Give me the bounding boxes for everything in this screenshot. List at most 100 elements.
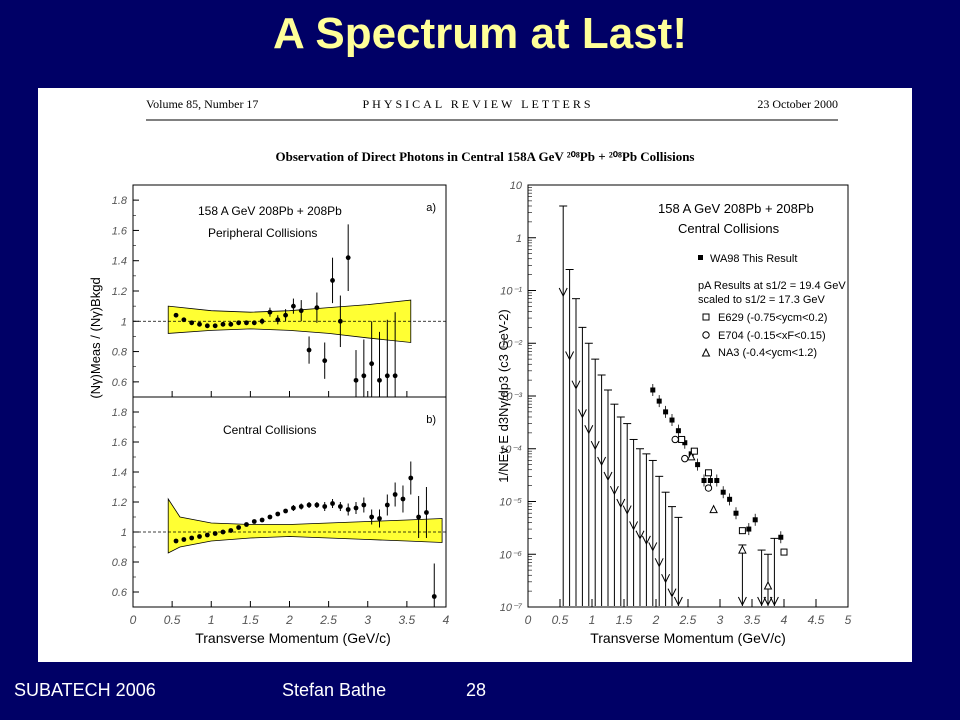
data-point (392, 373, 398, 379)
y-tick-label: 10⁻⁶ (499, 549, 522, 561)
wa98-point (663, 409, 669, 415)
data-point (212, 531, 218, 536)
legend-e704-marker (702, 331, 710, 339)
x-tick-label: 3 (364, 613, 371, 627)
x-tick-label: 1.5 (242, 613, 259, 627)
wa98-point (650, 387, 656, 393)
data-point (306, 347, 312, 353)
data-point (330, 278, 335, 283)
data-point (377, 377, 382, 383)
y-tick-label: 1 (121, 316, 127, 328)
y-tick-label: 1.4 (112, 256, 127, 268)
upper-limit-arrow (597, 456, 607, 467)
data-point (337, 318, 343, 324)
y-tick-label: 1.2 (112, 497, 127, 509)
footer-author: Stefan Bathe (282, 680, 387, 700)
upper-limit-arrow (571, 380, 581, 390)
upper-limit-arrow (584, 425, 594, 435)
y-tick-label: 10⁻⁷ (500, 602, 523, 614)
y-tick-label: 1.6 (112, 225, 128, 237)
data-point (337, 504, 343, 509)
footer-page: 28 (466, 680, 487, 700)
upper-limit-arrow (565, 351, 575, 361)
wa98-point (752, 517, 758, 523)
e704-point (704, 484, 713, 492)
paper-figure: Volume 85, Number 17 PHYSICAL REVIEW LET… (38, 88, 912, 662)
y-tick-label: 1 (516, 233, 522, 245)
wa98-point (778, 534, 784, 540)
data-point (353, 377, 359, 383)
y-tick-label: 1.4 (112, 467, 127, 479)
footer-conference: SUBATECH 2006 (14, 680, 156, 700)
wa98-point (720, 489, 726, 495)
wa98-point (701, 478, 707, 484)
x-tick-label: 4 (781, 613, 788, 627)
data-point (204, 323, 210, 329)
x-tick-label: 2 (652, 613, 660, 627)
upper-limit-arrow (648, 542, 658, 552)
collisions-label: Peripheral Collisions (208, 226, 317, 240)
panel-label: b) (426, 414, 436, 426)
upper-limit-arrow (616, 498, 626, 509)
wa98-point (656, 398, 662, 404)
x-tick-label: 2.5 (679, 613, 697, 627)
wa98-point (714, 478, 720, 484)
e629-point (690, 447, 698, 455)
data-point (369, 514, 375, 520)
y-tick-label: 10⁻⁴ (499, 444, 522, 456)
x-tick-label: 5 (845, 613, 852, 627)
data-point (212, 323, 218, 329)
upper-limit-arrow (641, 535, 651, 545)
data-point (259, 318, 265, 324)
wa98-point (675, 428, 681, 434)
x-tick-label: 0 (130, 613, 137, 627)
y-tick-label: 10⁻¹ (500, 286, 522, 298)
wa98-point (707, 478, 713, 484)
upper-limit-arrow (661, 573, 671, 584)
data-point (345, 507, 351, 512)
data-point (408, 475, 414, 481)
na3-point (709, 504, 718, 514)
data-point (353, 505, 359, 511)
data-point (377, 516, 382, 521)
x-tick-label: 1.5 (616, 613, 633, 627)
data-point (291, 505, 296, 511)
collisions-label: Central Collisions (678, 221, 780, 236)
x-tick-label: 0.5 (552, 613, 569, 627)
data-point (298, 308, 304, 314)
data-point (384, 502, 390, 508)
legend-wa98-label: WA98 This Result (710, 253, 797, 265)
paper-figure-svg: Volume 85, Number 17 PHYSICAL REVIEW LET… (88, 97, 852, 646)
upper-limit-arrow (737, 596, 747, 607)
e629-point (780, 548, 788, 556)
data-point (345, 255, 351, 261)
collision-system-label: 158 A GeV 208Pb + 208Pb (658, 201, 814, 216)
legend-na3-label: NA3 (-0.4<ycm<1.2) (718, 347, 817, 359)
y-tick-label: 1.6 (112, 437, 128, 449)
data-point (189, 320, 195, 326)
upper-limit-arrow (769, 596, 779, 607)
x-axis-title: Transverse Momentum (GeV/c) (590, 630, 786, 646)
y-axis-title: 1/NEv E d3Nγ/dp3 (c3 GeV-2) (496, 309, 511, 482)
x-tick-label: 3 (717, 613, 724, 627)
data-point (251, 320, 257, 326)
data-point (298, 504, 304, 509)
data-point (291, 303, 296, 309)
panel-label: a) (426, 202, 436, 214)
data-point (228, 528, 234, 533)
data-point (400, 496, 406, 502)
legend-e629-marker (702, 313, 710, 321)
y-tick-label: 10 (510, 180, 523, 192)
upper-limit-arrow (622, 505, 632, 515)
legend-pa-header: pA Results at s1/2 = 19.4 GeV (698, 280, 846, 292)
legend-wa98-marker (698, 255, 703, 260)
data-point (244, 522, 249, 527)
na3-point (738, 544, 747, 554)
data-point (314, 502, 320, 508)
data-point (416, 514, 422, 520)
panel-b-central: 0.6 0.8 1 1.2 1.4 1.6 1.8 b) Central Collisions 0… (112, 396, 450, 646)
y-tick-label: 1.8 (112, 407, 128, 419)
data-point (369, 361, 375, 367)
upper-limit-arrow (667, 588, 677, 598)
upper-limit-arrow (590, 440, 600, 451)
